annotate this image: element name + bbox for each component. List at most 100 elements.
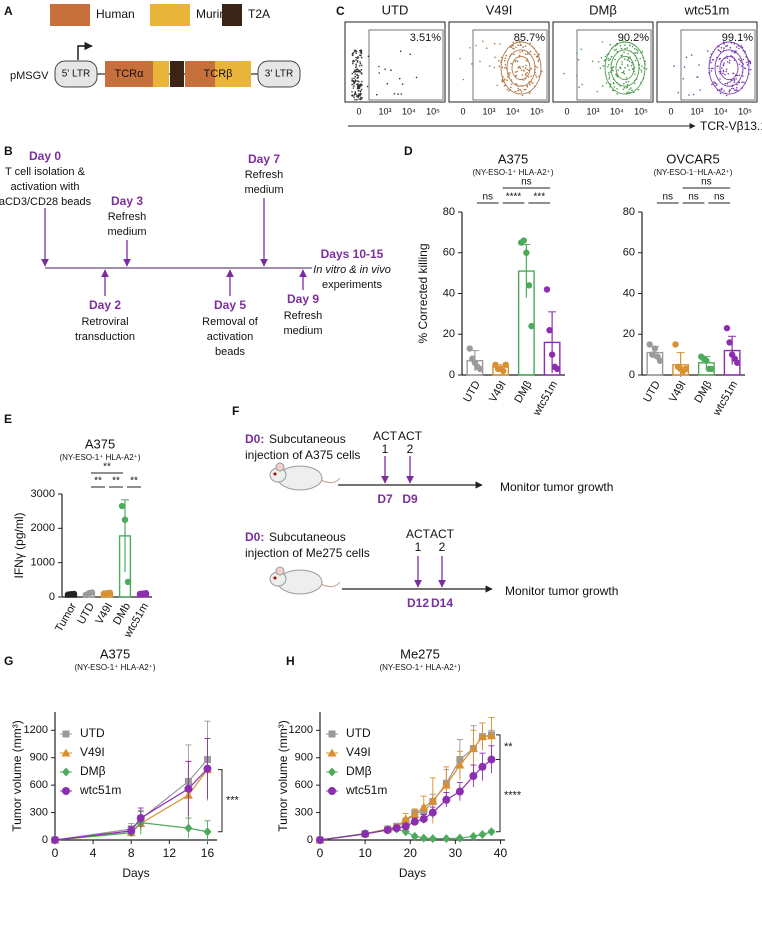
y-tick-label: 20: [443, 328, 455, 340]
flow-event: [720, 87, 723, 90]
flow-axis-label: TCR-Vβ13.1: [700, 119, 762, 133]
flow-event: [726, 44, 729, 47]
flow-tick-label: 10³: [586, 106, 599, 116]
flow-event: [736, 87, 738, 89]
panel-label: H: [286, 654, 295, 668]
flow-event: [354, 69, 356, 72]
x-tick-label: 20: [404, 846, 418, 860]
flow-event: [510, 62, 512, 65]
data-point: [528, 322, 535, 330]
flow-event: [516, 70, 518, 73]
marker: [419, 802, 429, 811]
flow-event: [514, 90, 517, 93]
step-text: beads: [215, 346, 245, 358]
gate: [680, 29, 756, 101]
flow-event: [504, 64, 507, 66]
flow-event: [541, 70, 543, 73]
flow-tick-label: 0: [564, 106, 569, 116]
marker: [316, 836, 324, 844]
flow-event: [520, 69, 523, 71]
flow-event: [360, 56, 363, 59]
significance-label: **: [103, 462, 111, 473]
significance-label: **: [130, 476, 138, 487]
flow-event: [628, 60, 631, 63]
flow-event: [496, 84, 499, 87]
flow-event: [714, 82, 717, 84]
contour: [506, 49, 536, 87]
flow-event: [518, 54, 521, 57]
marker: [455, 760, 465, 769]
flow-event: [635, 48, 638, 51]
flow-event: [359, 51, 362, 53]
flow-event: [469, 47, 471, 49]
flow-event: [357, 90, 360, 92]
flow-event: [614, 58, 616, 61]
chart-subtitle: (NY-ESO-1⁻HLA-A2⁺): [654, 168, 733, 177]
significance-label: ns: [688, 192, 699, 203]
flow-event: [740, 45, 743, 47]
flow-event: [535, 76, 538, 78]
data-point: [734, 359, 741, 366]
flow-event: [519, 51, 521, 53]
marker: [487, 755, 496, 764]
flow-event: [738, 63, 741, 66]
panel-label: D: [404, 144, 413, 158]
flow-event: [522, 46, 524, 48]
flow-event: [722, 72, 724, 75]
endpoint-text: Monitor tumor growth: [500, 480, 613, 494]
flow-event: [620, 47, 623, 50]
flow-event: [683, 66, 686, 68]
flow-event: [354, 80, 357, 83]
data-point: [546, 326, 553, 334]
flow-event: [577, 58, 580, 61]
flow-event: [415, 76, 418, 79]
flow-event: [517, 66, 520, 68]
marker: [441, 780, 451, 789]
flow-event: [529, 50, 532, 53]
flow-tick-label: 10³: [378, 106, 391, 116]
chart-subtitle: (NY-ESO-1⁺ HLA-A2⁺): [379, 663, 460, 672]
flow-event: [510, 86, 512, 89]
flow-event: [621, 39, 624, 41]
flow-tick-label: 10⁵: [634, 106, 648, 116]
data-point: [70, 590, 78, 598]
flow-event: [624, 47, 626, 50]
act-label: ACT: [373, 429, 398, 443]
y-tick-label: 3000: [31, 488, 55, 500]
flow-event: [528, 92, 531, 95]
flow-event: [399, 50, 402, 53]
y-tick-label: 0: [629, 369, 635, 381]
flow-event: [688, 94, 690, 96]
chart-title: A375: [498, 151, 528, 166]
contour: [615, 55, 635, 81]
day-label: Day 3: [111, 194, 143, 208]
significance-label: **: [94, 476, 102, 487]
flow-event: [629, 44, 631, 47]
flow-tick-label: 10⁴: [506, 106, 520, 116]
chart-subtitle: (NY-ESO-1⁺ HLA-A2⁺): [472, 168, 553, 177]
flow-event: [355, 66, 357, 69]
mouse-icon: [269, 566, 341, 595]
significance-bracket: [496, 734, 501, 761]
flow-event: [526, 68, 528, 71]
flow-event: [608, 59, 610, 62]
flow-event: [612, 65, 615, 68]
flow-event: [359, 84, 362, 87]
flow-event: [538, 75, 540, 78]
flow-event: [530, 75, 532, 77]
flow-event: [353, 82, 356, 85]
y-tick-label: 300: [30, 806, 48, 818]
flow-event: [726, 57, 728, 59]
flow-event: [352, 60, 354, 63]
data-point: [649, 351, 656, 358]
marker: [469, 772, 478, 780]
flow-event: [359, 49, 361, 52]
flow-event: [601, 41, 604, 43]
flow-event: [634, 52, 636, 54]
flow-event: [732, 87, 735, 90]
flow-event: [616, 88, 618, 90]
flow-event: [728, 90, 731, 93]
chart-title: OVCAR5: [666, 151, 719, 166]
marker: [486, 731, 496, 740]
flow-event: [400, 93, 403, 95]
